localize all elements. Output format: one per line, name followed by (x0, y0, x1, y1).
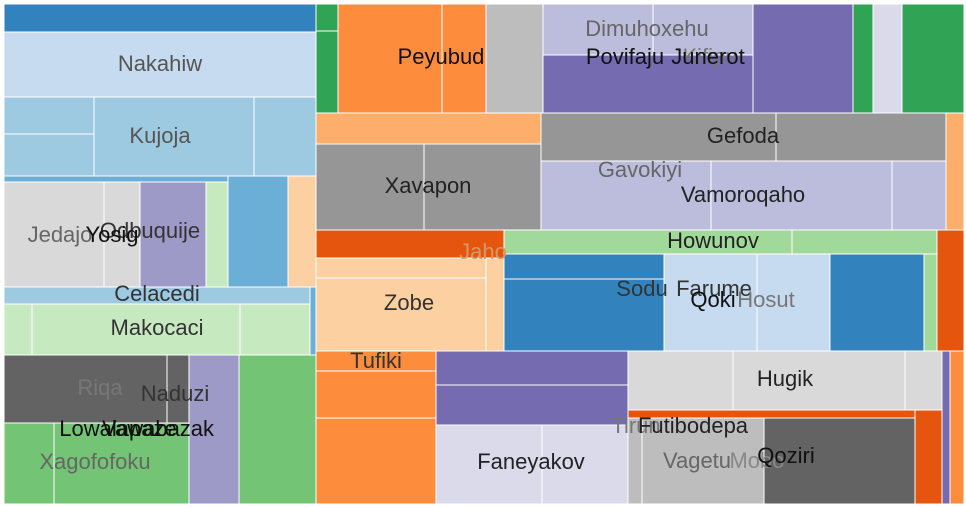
treemap-cell (485, 3, 544, 114)
treemap-cell (3, 422, 55, 505)
treemap-cell (904, 350, 943, 411)
treemap-label: Povifaju (586, 44, 664, 69)
treemap-cell (423, 143, 542, 231)
treemap-cell (315, 229, 505, 259)
treemap-label: Peyubud (398, 44, 485, 69)
treemap-cell (188, 354, 240, 505)
treemap-label: Vamoroqaho (681, 182, 805, 207)
treemap-label: Gefoda (707, 123, 780, 148)
treemap-label: Naduzi (141, 381, 209, 406)
treemap-cell (756, 253, 831, 352)
treemap-cell (315, 30, 339, 114)
treemap-cell (923, 253, 939, 352)
treemap-cell (93, 96, 255, 177)
treemap-cell (791, 229, 938, 255)
treemap-label: Yosig (85, 222, 138, 247)
treemap-label: Junerot (671, 44, 744, 69)
treemap-label: Mobo (729, 448, 784, 473)
treemap-cell (309, 286, 317, 356)
treemap-cell (3, 3, 317, 33)
treemap-cell (441, 3, 487, 114)
treemap-label: Tirun (611, 413, 660, 438)
treemap-cell (503, 278, 665, 352)
treemap-label: Jedajo (28, 222, 93, 247)
treemap-cell (914, 409, 943, 505)
treemap-cell (752, 3, 854, 114)
treemap-cell (239, 303, 311, 356)
treemap-label: Futibodepa (638, 413, 749, 438)
treemap-cell (3, 181, 105, 288)
treemap-cell (872, 3, 903, 114)
treemap-label: Qoki (690, 287, 735, 312)
treemap-cell (139, 181, 207, 288)
treemap-label: Farume (676, 276, 752, 301)
treemap-label: Vawabazak (102, 416, 215, 441)
treemap-cell (337, 3, 443, 114)
treemap-cell (641, 417, 765, 505)
treemap-cell (829, 253, 925, 352)
treemap-cell (315, 112, 542, 145)
treemap-label: Xagofofoku (39, 449, 150, 474)
treemap-cell (852, 3, 874, 114)
treemap-cell (227, 175, 289, 288)
treemap-cell (941, 350, 951, 505)
treemap-cell (315, 370, 437, 419)
treemap-cell (205, 181, 229, 288)
treemap-cell (485, 257, 505, 352)
treemap-label: Gavokiyi (598, 157, 682, 182)
treemap-label: Qoziri (757, 443, 814, 468)
treemap-cell (627, 350, 734, 411)
treemap-cell (652, 3, 754, 56)
treemap-cell (901, 3, 965, 114)
treemap-cell (253, 96, 317, 177)
treemap-cell (710, 160, 893, 231)
treemap-cell (542, 3, 654, 56)
treemap-cell (3, 133, 95, 177)
treemap-cell (540, 112, 777, 162)
treemap-cell (3, 303, 33, 356)
treemap-label: Kujoja (129, 123, 191, 148)
treemap-label: Vagetu (663, 448, 731, 473)
treemap-cell (238, 354, 317, 505)
treemap-label: Nakahiw (118, 51, 202, 76)
treemap-label: Faneyakov (477, 449, 585, 474)
treemap-cell (3, 31, 317, 98)
treemap-cell (315, 417, 437, 505)
treemap-cell (3, 175, 229, 183)
treemap-cell (3, 96, 95, 135)
treemap-label: Xavapon (385, 173, 472, 198)
treemap-label: Zobe (384, 290, 434, 315)
treemap-cell (945, 112, 965, 231)
treemap-label: Lowalapaze (59, 416, 176, 441)
treemap-cell (936, 229, 965, 352)
treemap-label: Celacedi (114, 281, 200, 306)
treemap-cell (435, 350, 629, 386)
treemap-cell (287, 175, 317, 288)
treemap-label: Odbuquije (100, 218, 200, 243)
treemap-cell (891, 160, 947, 231)
treemap-label: Howunov (667, 228, 759, 253)
treemap-label: Riqa (77, 375, 123, 400)
treemap-label: Hosut (737, 287, 794, 312)
treemap-cell (763, 417, 916, 505)
treemap-label: Tufiki (350, 348, 402, 373)
treemap-cell (503, 253, 665, 280)
treemap-label: Kifipu (682, 44, 737, 69)
treemap-label: Hugik (757, 366, 814, 391)
treemap-cell (663, 253, 758, 352)
treemap-cell (775, 112, 947, 162)
treemap-cell (315, 277, 487, 352)
treemap-cell (732, 350, 906, 411)
treemap-cell (541, 424, 629, 505)
treemap-cell (435, 384, 629, 426)
treemap-cell (315, 3, 339, 32)
treemap-cell (949, 350, 965, 505)
treemap-label: Sodu (616, 276, 667, 301)
treemap-label: Makocaci (111, 315, 204, 340)
treemap-cell (3, 354, 168, 424)
treemap-label: Jaho (459, 239, 507, 264)
treemap-cell (53, 422, 190, 505)
treemap-label: Dimuhoxehu (585, 16, 709, 41)
